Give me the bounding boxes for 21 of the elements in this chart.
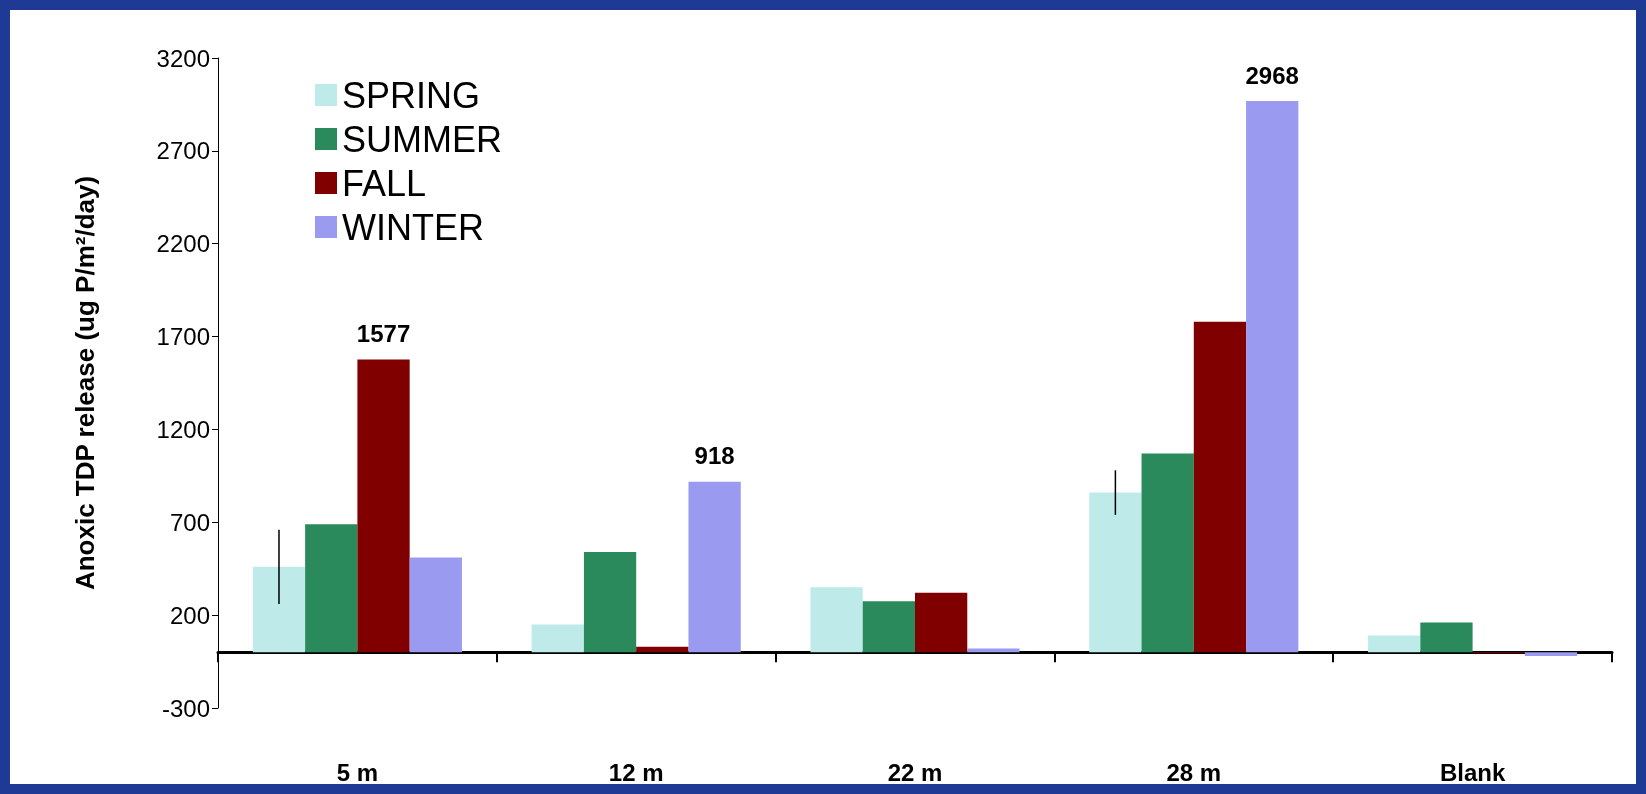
- y-tick-label: 3200: [156, 44, 210, 72]
- y-tick-label: 1200: [156, 415, 210, 443]
- y-tick-label: 1700: [156, 323, 210, 351]
- x-tick-label: 12 m: [608, 758, 664, 786]
- legend-label: WINTER: [342, 206, 484, 248]
- y-tick-label: 200: [169, 601, 210, 629]
- data-label: 1577: [356, 319, 411, 347]
- x-tick-label: 22 m: [887, 758, 943, 786]
- x-tick-label: 28 m: [1166, 758, 1222, 786]
- y-tick-label: 2700: [156, 137, 210, 165]
- data-label: 918: [694, 442, 735, 470]
- data-label: 2968: [1245, 61, 1299, 89]
- x-tick-label: 5 m: [336, 758, 379, 786]
- legend-label: FALL: [342, 162, 427, 204]
- y-tick-label: -300: [161, 694, 210, 722]
- y-tick-label: 2200: [156, 230, 210, 258]
- y-tick-label: 700: [169, 508, 210, 536]
- x-tick-label: Blank: [1439, 758, 1506, 786]
- legend-label: SUMMER: [342, 118, 502, 160]
- legend-label: SPRING: [342, 74, 481, 116]
- y-axis-title: Anoxic TDP release (ug P/m²/day): [70, 175, 100, 591]
